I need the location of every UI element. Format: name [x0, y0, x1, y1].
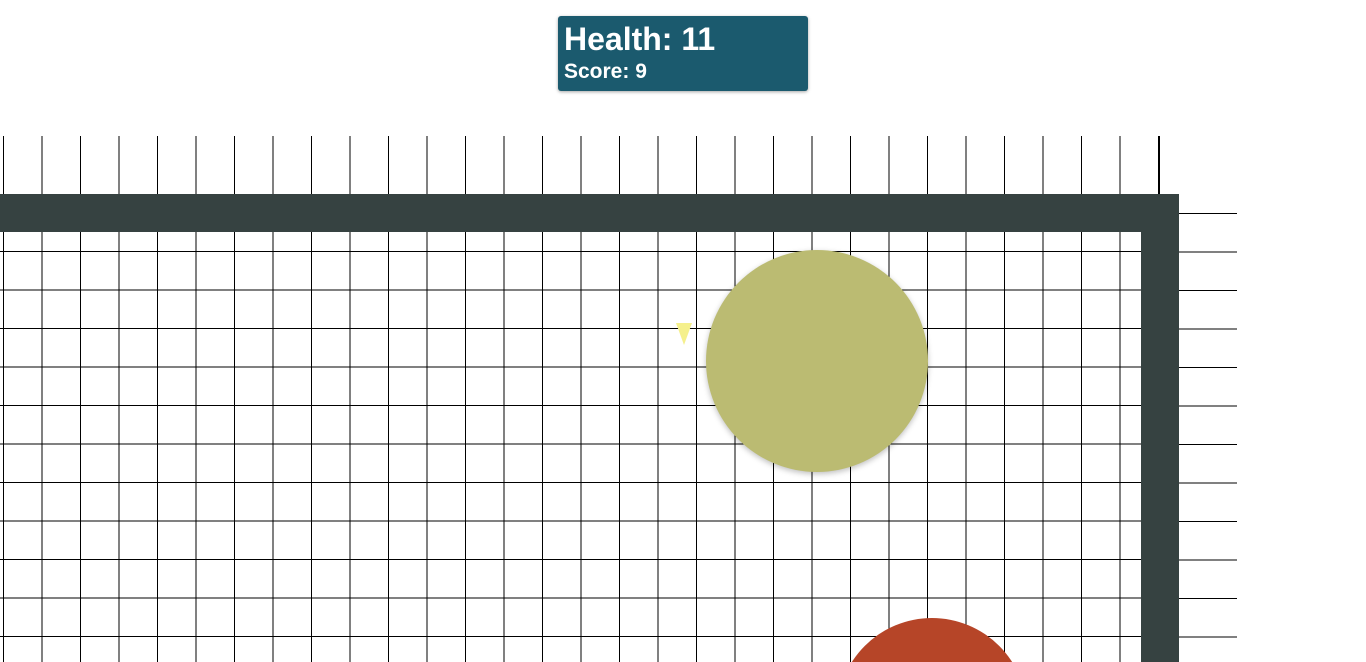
health-readout: Health: 11: [564, 21, 716, 57]
arena-wall-top: [0, 194, 1179, 232]
olive-blob: [706, 250, 928, 472]
hud-panel: Health: 11 Score: 9: [558, 16, 808, 91]
grid-area-right: [1179, 213, 1237, 662]
arena-wall-right: [1141, 194, 1179, 662]
score-readout: Score: 9: [564, 60, 647, 83]
grid-top-edge-line: [1159, 136, 1160, 194]
grid-area-top: [0, 136, 1160, 194]
player-triangle-icon: [676, 323, 692, 345]
grid-area-main: [0, 232, 1141, 662]
